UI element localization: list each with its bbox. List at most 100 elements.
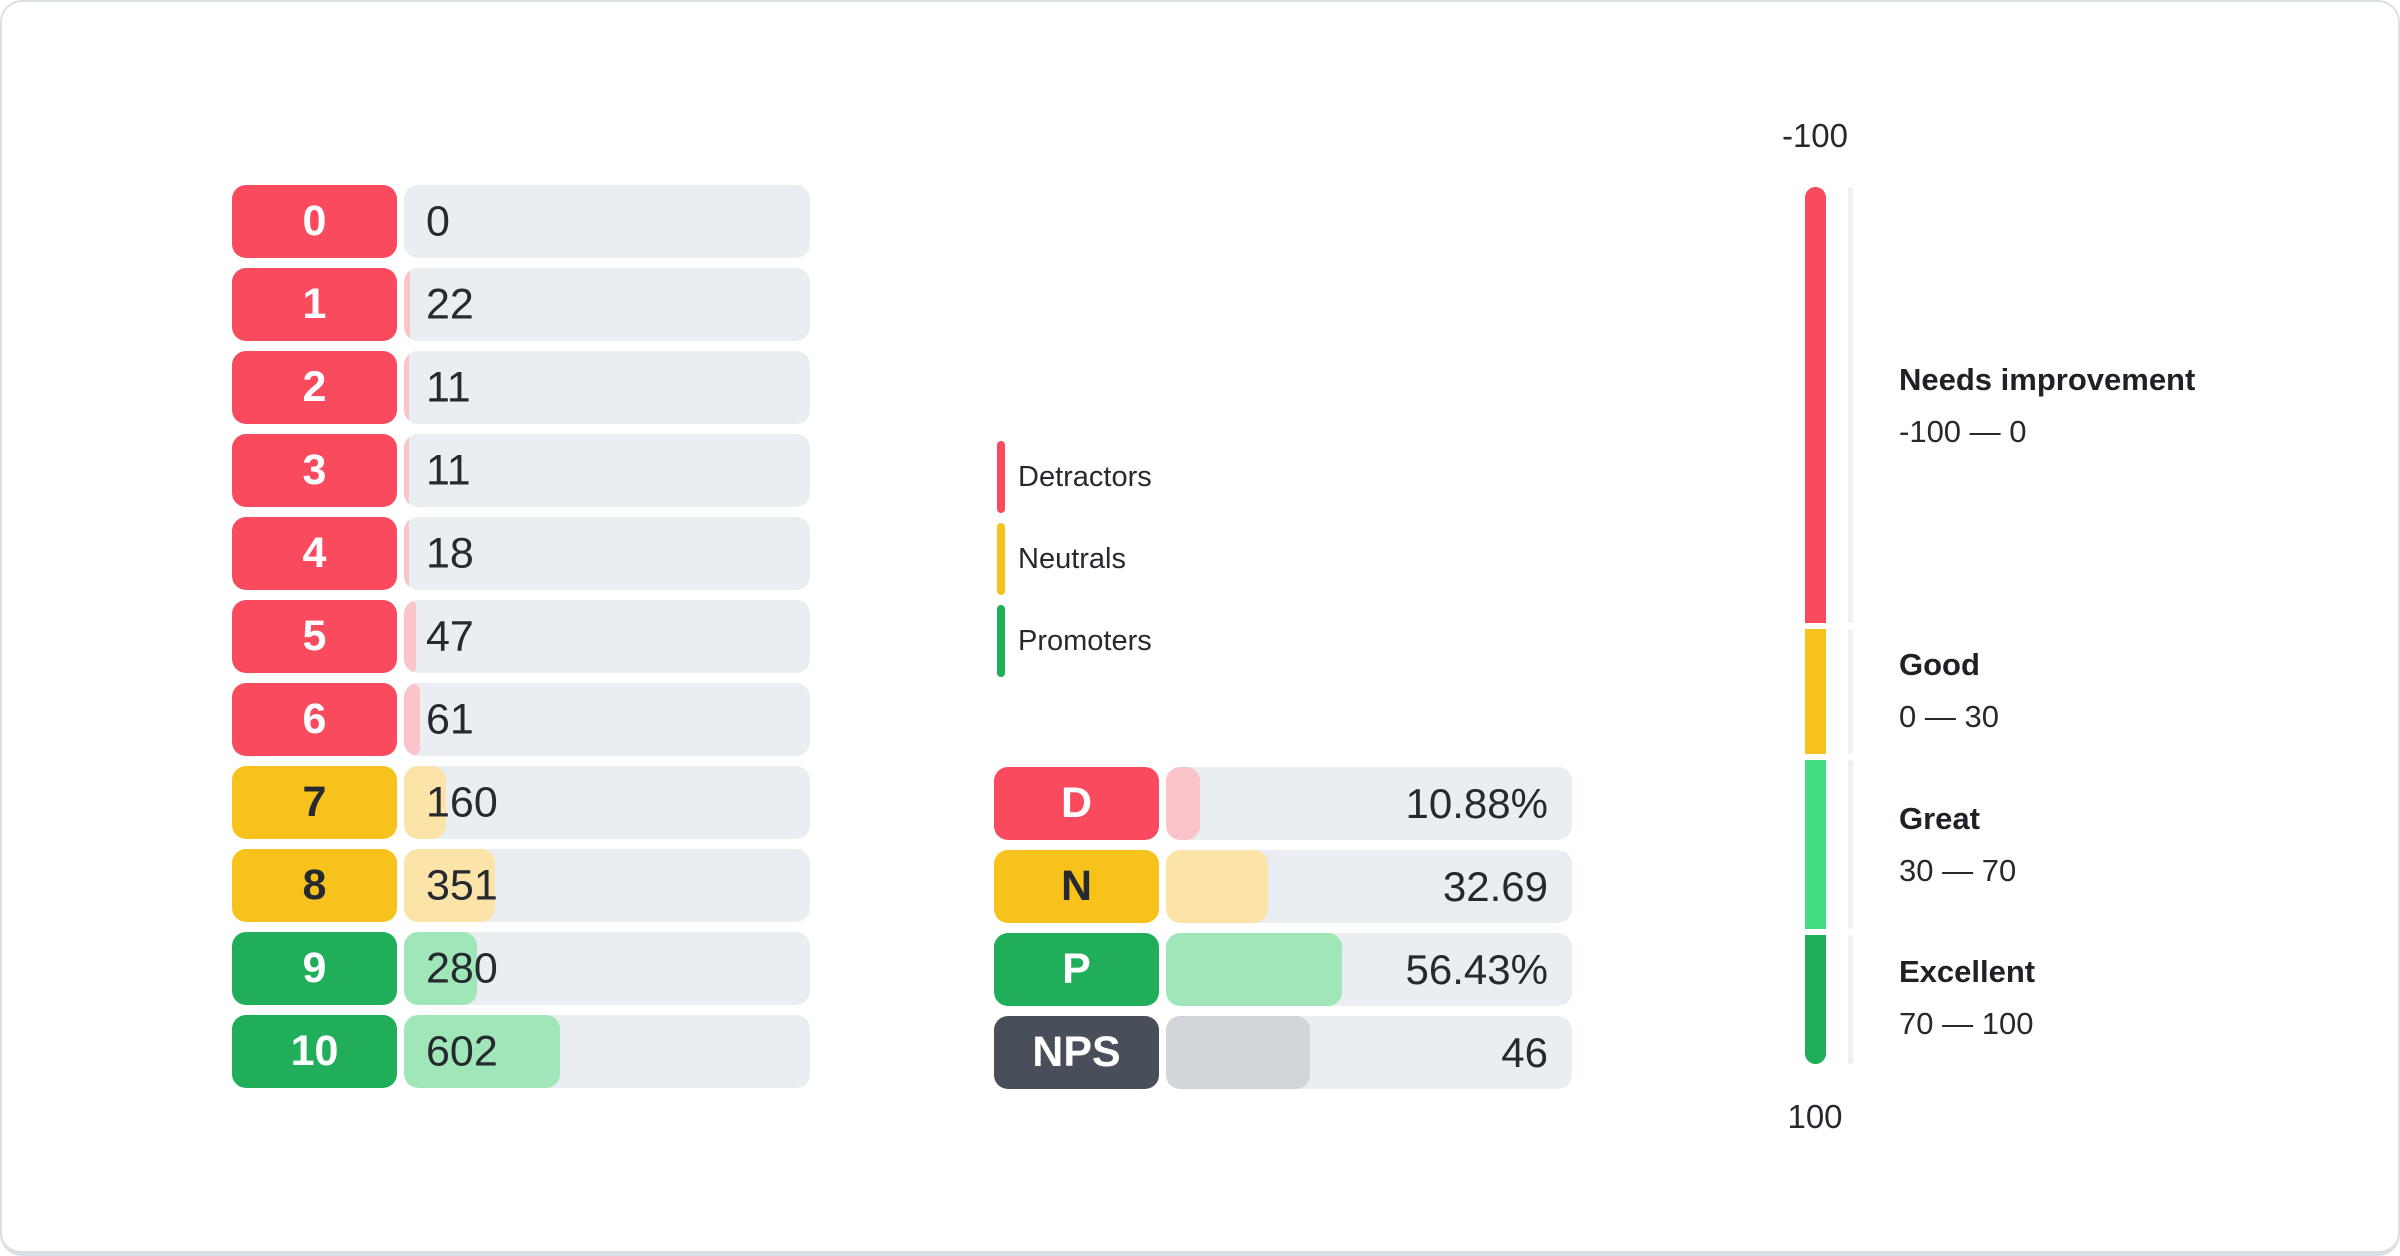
score-row-pill: 1 <box>232 268 397 341</box>
gauge-band-title: Great <box>1899 800 1980 836</box>
gauge-band-range: 70 — 100 <box>1899 1006 2034 1042</box>
score-row-track: 11 <box>404 351 810 424</box>
score-row-fill <box>404 600 417 673</box>
score-row: 7 160 <box>232 766 810 839</box>
gauge-band-label-detractors: Needs improvement -100 — 0 <box>1899 360 2195 452</box>
score-distribution-chart: 0 0 1 22 2 11 3 11 4 18 5 47 6 61 7 160 8 351 9 280 10 602 <box>232 185 810 1098</box>
summary-row: N 32.69 <box>994 850 1572 923</box>
score-row-track: 18 <box>404 517 810 590</box>
summary-row-track: 56.43% <box>1166 933 1572 1006</box>
score-row-track: 11 <box>404 434 810 507</box>
gauge-band-range: -100 — 0 <box>1899 414 2027 450</box>
score-row-value: 11 <box>426 363 471 411</box>
score-row-value: 11 <box>426 446 471 494</box>
gauge-axis-line <box>1848 187 1853 623</box>
score-row-value: 22 <box>426 280 474 328</box>
neutrals-swatch-icon <box>997 523 1005 595</box>
score-row-value: 280 <box>426 944 498 992</box>
score-row-pill: 4 <box>232 517 397 590</box>
summary-row: D 10.88% <box>994 767 1572 840</box>
score-row-track: 280 <box>404 932 810 1005</box>
summary-row-track: 10.88% <box>1166 767 1572 840</box>
score-row-pill: 2 <box>232 351 397 424</box>
score-row: 10 602 <box>232 1015 810 1088</box>
summary-row-fill <box>1166 850 1269 923</box>
nps-summary-chart: D 10.88% N 32.69 P 56.43% NPS 46 <box>994 767 1572 1099</box>
gauge-band-title: Excellent <box>1899 954 2036 990</box>
score-row: 5 47 <box>232 600 810 673</box>
score-row-fill <box>404 1015 561 1088</box>
score-row: 3 11 <box>232 434 810 507</box>
gauge-band-title: Good <box>1899 647 1980 683</box>
legend-item-promoters: Promoters <box>997 605 1152 677</box>
summary-row-value: 46 <box>1501 1028 1548 1076</box>
summary-row-track: 46 <box>1166 1016 1572 1089</box>
gauge-segment-great <box>1805 760 1826 930</box>
score-row-fill <box>404 683 420 756</box>
score-row-fill <box>404 517 409 590</box>
score-row: 9 280 <box>232 932 810 1005</box>
summary-row-fill <box>1166 1016 1310 1089</box>
score-row-track: 22 <box>404 268 810 341</box>
score-row-pill: 10 <box>232 1015 397 1088</box>
score-row: 4 18 <box>232 517 810 590</box>
summary-row-track: 32.69 <box>1166 850 1572 923</box>
summary-row-pill: D <box>994 767 1159 840</box>
gauge-band-range: 0 — 30 <box>1899 699 1999 735</box>
score-row-track: 160 <box>404 766 810 839</box>
score-row-track: 0 <box>404 185 810 258</box>
score-row-value: 160 <box>426 778 498 826</box>
gauge-top-label: -100 <box>1781 117 1849 154</box>
summary-row: P 56.43% <box>994 933 1572 1006</box>
summary-row-pill: NPS <box>994 1016 1159 1089</box>
gauge-band-title: Needs improvement <box>1899 362 2196 398</box>
legend-label: Detractors <box>1018 460 1152 493</box>
gauge-band-label-promoters: Excellent 70 — 100 <box>1899 952 2035 1044</box>
gauge-axis-line <box>1848 760 1853 930</box>
gauge-band-label-great: Great 30 — 70 <box>1899 799 2016 891</box>
score-row-fill <box>404 932 477 1005</box>
promoters-swatch-icon <box>997 605 1005 677</box>
detractors-swatch-icon <box>997 441 1005 513</box>
score-row-value: 602 <box>426 1027 498 1075</box>
score-row-pill: 9 <box>232 932 397 1005</box>
score-row-fill <box>404 849 496 922</box>
score-row-pill: 3 <box>232 434 397 507</box>
summary-row-value: 56.43% <box>1405 945 1548 993</box>
gauge-axis-line <box>1848 628 1853 755</box>
legend-item-detractors: Detractors <box>997 441 1152 513</box>
legend: Detractors Neutrals Promoters <box>997 441 1152 687</box>
summary-row-fill <box>1166 933 1343 1006</box>
legend-label: Promoters <box>1018 624 1152 657</box>
score-row-fill <box>404 766 446 839</box>
score-row-pill: 6 <box>232 683 397 756</box>
score-row-fill <box>404 434 409 507</box>
summary-row-value: 32.69 <box>1442 862 1548 910</box>
score-row-pill: 5 <box>232 600 397 673</box>
score-row: 6 61 <box>232 683 810 756</box>
score-row-value: 47 <box>426 612 474 660</box>
gauge-segment-promoters <box>1805 935 1826 1064</box>
score-row-value: 351 <box>426 861 498 909</box>
score-row-fill <box>404 268 410 341</box>
score-row-track: 602 <box>404 1015 810 1088</box>
summary-row-value: 10.88% <box>1405 779 1548 827</box>
score-row-value: 61 <box>426 695 474 743</box>
gauge-bottom-label: 100 <box>1787 1098 1843 1135</box>
gauge-segment-detractors <box>1805 187 1826 623</box>
summary-row-pill: P <box>994 933 1159 1006</box>
score-row: 1 22 <box>232 268 810 341</box>
summary-row-fill <box>1166 767 1200 840</box>
score-row-track: 47 <box>404 600 810 673</box>
gauge-axis-line <box>1848 935 1853 1064</box>
gauge-band-label-neutrals: Good 0 — 30 <box>1899 645 1999 737</box>
score-row-value: 18 <box>426 529 474 577</box>
score-row-pill: 0 <box>232 185 397 258</box>
gauge-band-range: 30 — 70 <box>1899 852 2017 888</box>
score-row-pill: 7 <box>232 766 397 839</box>
legend-item-neutrals: Neutrals <box>997 523 1152 595</box>
summary-row-pill: N <box>994 850 1159 923</box>
score-row: 8 351 <box>232 849 810 922</box>
